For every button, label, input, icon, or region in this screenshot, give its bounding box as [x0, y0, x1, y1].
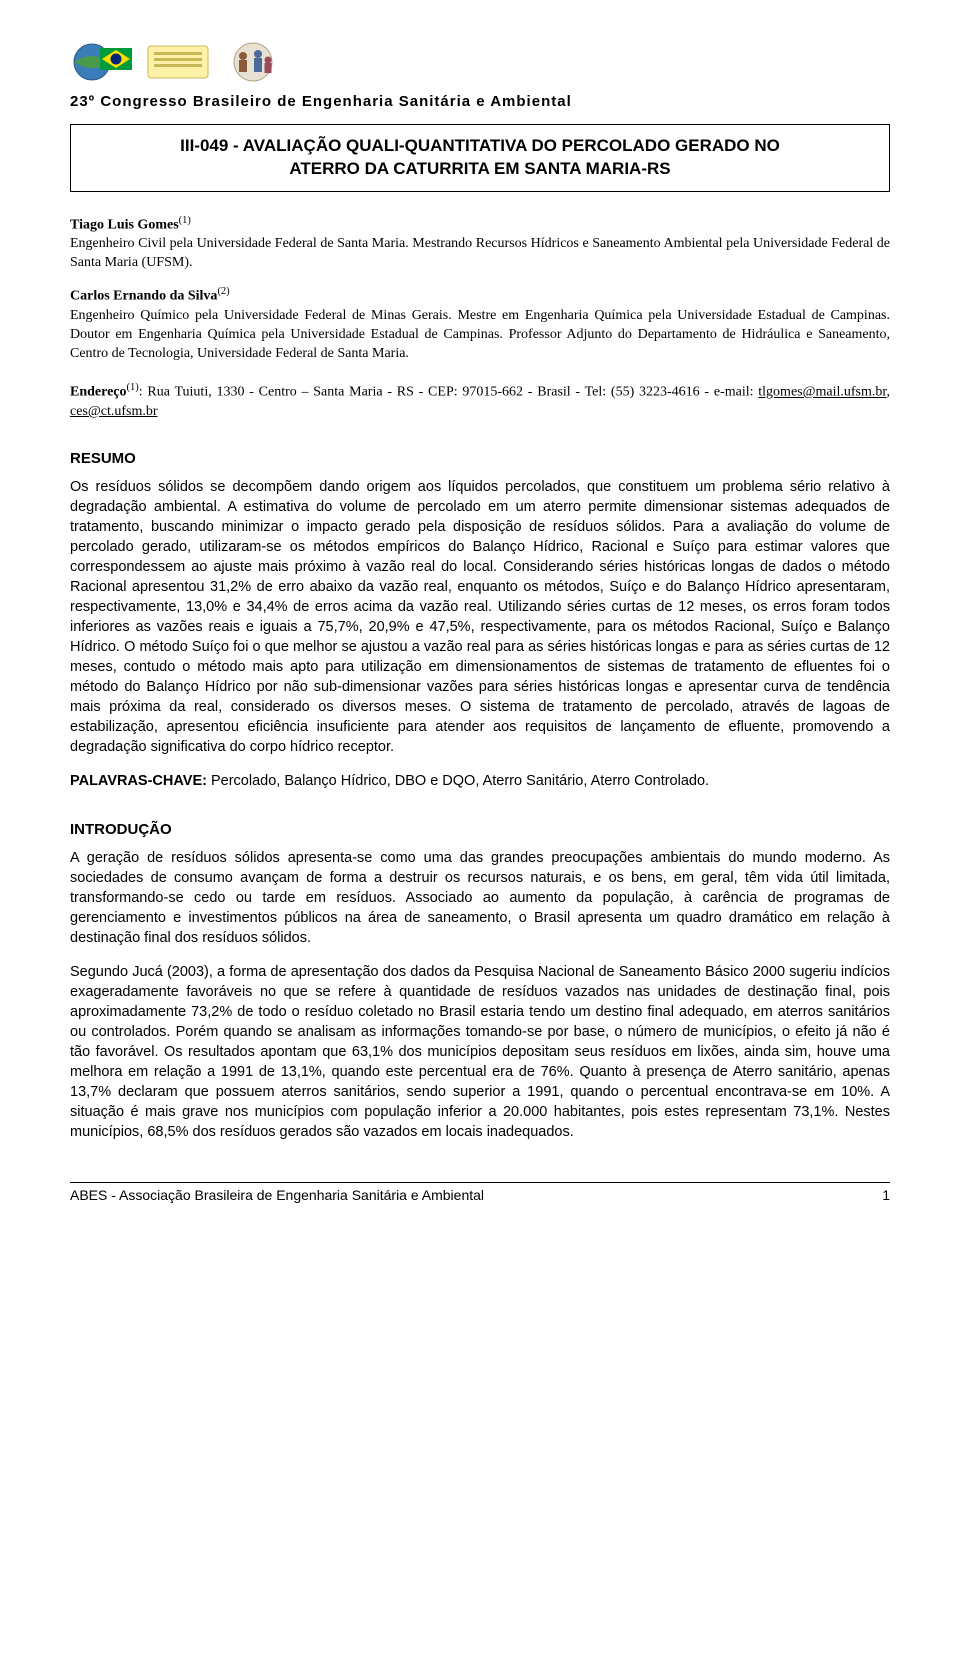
intro-heading: INTRODUÇÃO [70, 821, 890, 838]
page-footer: ABES - Associação Brasileira de Engenhar… [70, 1182, 890, 1203]
author-1-sup: (1) [179, 215, 191, 226]
author-2-sup: (2) [217, 286, 229, 297]
address-block: Endereço(1): Rua Tuiuti, 1330 - Centro –… [70, 381, 890, 421]
logo-row [70, 40, 890, 85]
address-text: : Rua Tuiuti, 1330 - Centro – Santa Mari… [139, 385, 759, 400]
address-sup: (1) [127, 382, 139, 393]
author-2-name: Carlos Ernando da Silva [70, 289, 217, 304]
resumo-heading: RESUMO [70, 450, 890, 467]
congress-header: 23º Congresso Brasileiro de Engenharia S… [70, 93, 890, 110]
author-1-bio: Engenheiro Civil pela Universidade Feder… [70, 236, 890, 270]
globe-flag-icon [70, 40, 140, 85]
resumo-text: Os resíduos sólidos se decompõem dando o… [70, 477, 890, 757]
footer-page-number: 1 [882, 1187, 890, 1203]
keywords-line: PALAVRAS-CHAVE: Percolado, Balanço Hídri… [70, 771, 890, 791]
footer-org: ABES - Associação Brasileira de Engenhar… [70, 1187, 484, 1203]
page: 23º Congresso Brasileiro de Engenharia S… [0, 0, 960, 1653]
intro-paragraph-1: A geração de resíduos sólidos apresenta-… [70, 848, 890, 948]
yellow-logo-icon [144, 40, 214, 85]
people-globe-icon [218, 40, 288, 85]
authors-block: Tiago Luis Gomes(1) Engenheiro Civil pel… [70, 214, 890, 364]
title-line-2: ATERRO DA CATURRITA EM SANTA MARIA-RS [289, 159, 670, 178]
email-sep: , [887, 385, 891, 400]
keywords-text: Percolado, Balanço Hídrico, DBO e DQO, A… [211, 773, 709, 789]
paper-title-box: III-049 - AVALIAÇÃO QUALI-QUANTITATIVA D… [70, 124, 890, 192]
email-link-2[interactable]: ces@ct.ufsm.br [70, 404, 158, 419]
address-label: Endereço [70, 385, 127, 400]
author-2-bio: Engenheiro Químico pela Universidade Fed… [70, 308, 890, 361]
author-1-name: Tiago Luis Gomes [70, 218, 179, 233]
intro-paragraph-2: Segundo Jucá (2003), a forma de apresent… [70, 962, 890, 1142]
keywords-label: PALAVRAS-CHAVE: [70, 773, 211, 789]
title-line-1: III-049 - AVALIAÇÃO QUALI-QUANTITATIVA D… [180, 136, 780, 155]
email-link-1[interactable]: tlgomes@mail.ufsm.br [758, 385, 886, 400]
